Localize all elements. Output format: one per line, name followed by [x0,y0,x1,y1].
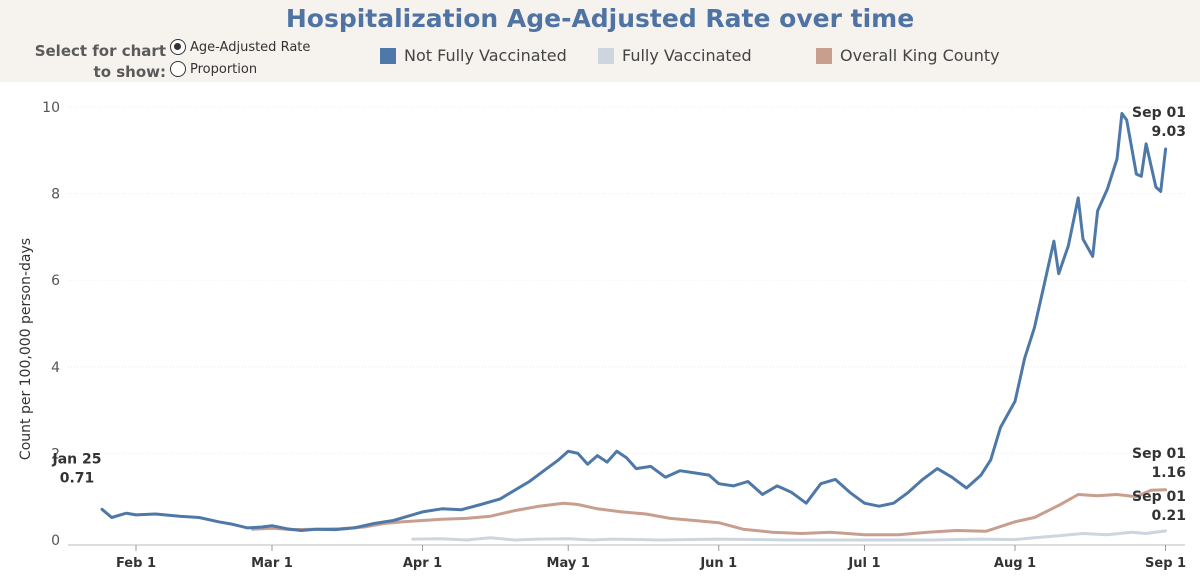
radio-age-adjusted-rate[interactable]: Age-Adjusted Rate [170,36,310,58]
end-label-value: 0.71 [60,470,95,486]
line-chart: 0 2 4 6 8 10 Count per 100,000 person-days Fe… [18,100,1186,571]
selector-label: Select for chart to show: [28,41,166,83]
legend-item-not-fully-vaccinated[interactable]: Not Fully Vaccinated [380,46,567,65]
legend-swatch [380,47,396,64]
y-tick-label: 2 [51,446,60,462]
radio-unchecked-icon[interactable] [170,61,186,77]
chart-type-radio-group: Age-Adjusted Rate Proportion [170,36,310,80]
selector-label-line1: Select for chart [34,42,166,60]
y-tick-label: 6 [51,273,60,289]
selector-label-line2: to show: [93,63,166,81]
end-label-value: 1.16 [1151,465,1186,481]
end-label-date: Sep 01 [1132,489,1186,505]
series-line-overall-king-county [251,488,1168,537]
legend-label: Fully Vaccinated [622,46,752,65]
x-tick-label: Mar 1 [251,556,293,571]
chart-title: Hospitalization Age-Adjusted Rate over t… [285,4,915,33]
x-tick-label: Feb 1 [116,556,156,571]
end-label-date: Jan 25 [52,451,102,467]
gridlines [68,106,1185,454]
series-line-not-fully-vaccinated [100,112,1168,532]
end-label-value: 9.03 [1151,124,1186,140]
x-tick-label: Sep 1 [1145,556,1186,571]
chart-header: Hospitalization Age-Adjusted Rate over t… [0,0,1200,82]
radio-proportion[interactable]: Proportion [170,58,310,80]
radio-label: Age-Adjusted Rate [190,39,311,55]
y-tick-label: 10 [42,100,60,116]
y-tick-label: 8 [51,187,60,203]
y-tick-label: 0 [51,533,60,549]
legend-label: Not Fully Vaccinated [404,46,567,65]
end-label-value: 0.21 [1151,508,1186,524]
legend-label: Overall King County [840,46,1000,65]
x-tick-label: Apr 1 [403,556,442,571]
end-label-date: Sep 01 [1132,105,1186,121]
y-axis-ticks: 0 2 4 6 8 10 [42,100,60,549]
y-axis-label: Count per 100,000 person-days [18,238,34,460]
legend-swatch [816,47,832,64]
series-lines [100,112,1168,542]
x-tick-label: Jul 1 [847,556,880,571]
end-labels: Jan 25 0.71 Sep 01 9.03 Sep 01 1.16 Sep 01 0.21 [52,105,1186,524]
radio-checked-icon[interactable] [170,39,186,55]
x-tick-label: Jun 1 [699,556,737,571]
x-tick-label: Aug 1 [994,556,1036,571]
legend-swatch [598,47,614,64]
legend-item-fully-vaccinated[interactable]: Fully Vaccinated [598,46,752,65]
x-axis-ticks: Feb 1 Mar 1 Apr 1 May 1 Jun 1 Jul 1 Aug 1 Sep 1 [116,545,1186,571]
radio-label: Proportion [190,61,258,77]
series-line-fully-vaccinated [411,529,1168,542]
y-tick-label: 4 [51,360,60,376]
end-label-date: Sep 01 [1132,446,1186,462]
legend-item-overall-king-county[interactable]: Overall King County [816,46,1000,65]
x-tick-label: May 1 [547,556,590,571]
